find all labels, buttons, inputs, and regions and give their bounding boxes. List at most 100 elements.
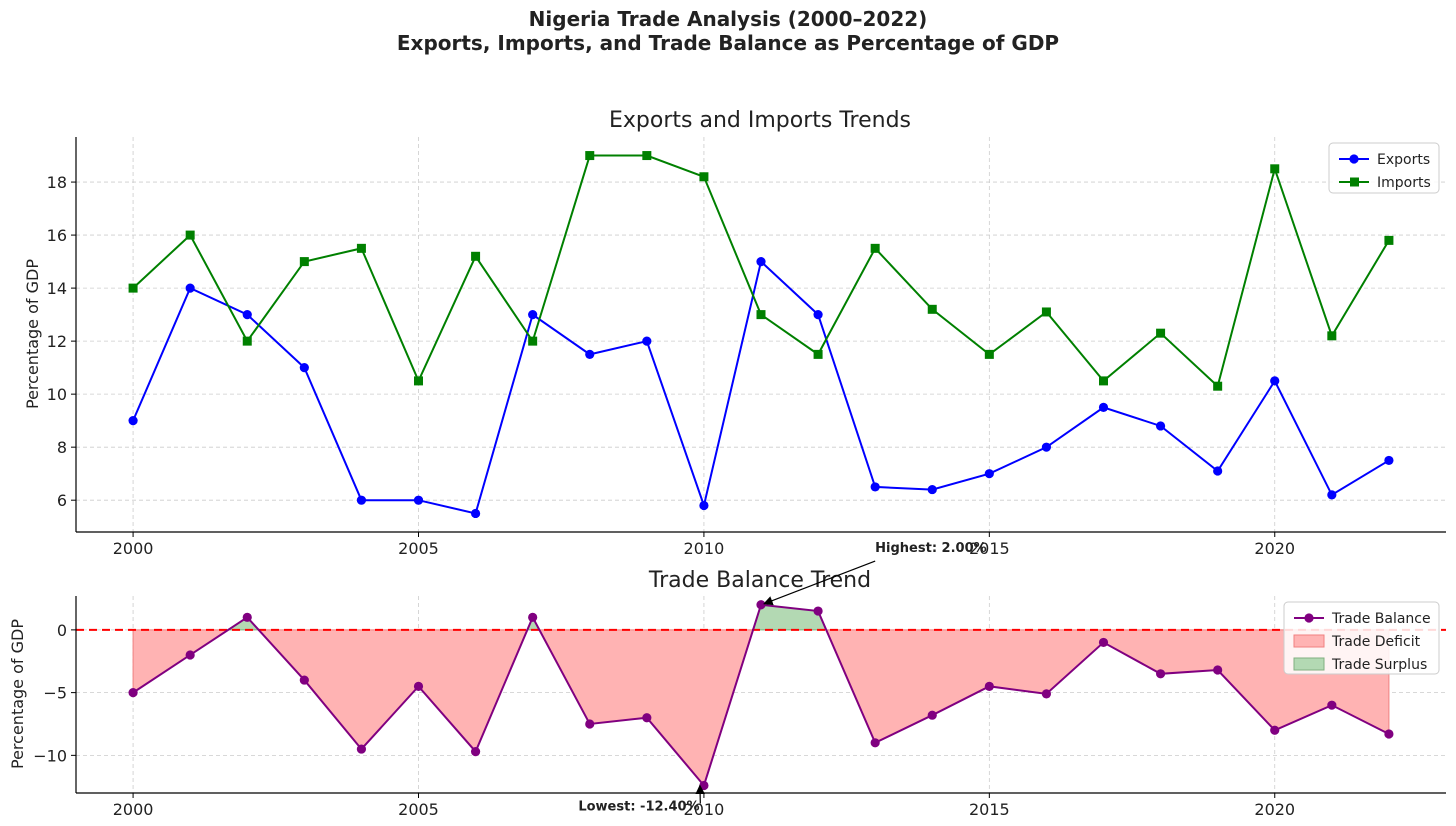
- bottom-legend-label: Trade Balance: [1331, 611, 1431, 627]
- top-legend-marker: [1349, 154, 1359, 164]
- trade-balance-point: [528, 612, 538, 622]
- bottom-x-tick-label: 2000: [113, 800, 154, 819]
- top-series-imports-point: [699, 172, 709, 182]
- trade-balance-point: [756, 600, 766, 610]
- top-series-exports-point: [927, 484, 937, 495]
- bottom-x-tick-label: 2020: [1254, 800, 1295, 819]
- top-series-imports-point: [870, 243, 880, 253]
- top-y-tick-label: 18: [47, 173, 67, 192]
- top-series-imports-point: [984, 349, 994, 359]
- bottom-legend-swatch: [1293, 657, 1325, 671]
- top-y-axis-label: Percentage of GDP: [23, 259, 42, 409]
- highest-annotation-arrow: [763, 560, 876, 606]
- top-series-imports-point: [585, 151, 595, 161]
- top-series-exports-point: [642, 336, 652, 346]
- top-series-imports-point: [1156, 328, 1166, 338]
- bottom-x-tick-label: 2015: [969, 800, 1010, 819]
- top-x-tick-label: 2010: [684, 539, 725, 558]
- top-series-exports-point: [128, 416, 138, 426]
- bottom-legend-label: Trade Surplus: [1331, 657, 1427, 673]
- top-series-exports-point: [299, 363, 309, 373]
- top-legend-label: Exports: [1377, 152, 1430, 168]
- bottom-y-tick-label: −5: [43, 684, 67, 703]
- top-x-tick-label: 2020: [1254, 539, 1295, 558]
- trade-balance-point: [413, 681, 424, 691]
- top-y-tick-label: 12: [47, 332, 67, 351]
- top-series-exports-point: [870, 482, 880, 492]
- top-chart-legend: Exports Imports: [1328, 142, 1440, 194]
- trade-balance-point: [984, 681, 994, 691]
- trade-balance-point: [128, 688, 138, 698]
- top-series-imports-point: [642, 151, 652, 161]
- trade-balance-point: [356, 744, 367, 754]
- top-series-imports-point: [1384, 235, 1394, 245]
- top-series-exports-line: [132, 259, 1390, 515]
- top-series-exports-point: [413, 495, 424, 505]
- trade-balance-point: [1041, 689, 1052, 699]
- bottom-chart-legend: Trade Balance Trade Deficit Trade Surplus: [1283, 601, 1440, 675]
- bottom-x-tick-label: 2010: [684, 800, 725, 819]
- bottom-chart-annotations: Highest: 2.00% Lowest: -12.40%: [578, 541, 986, 814]
- trade-deficit-area: [257, 629, 529, 753]
- trade-balance-point: [1270, 725, 1280, 735]
- trade-balance-point: [185, 650, 195, 660]
- top-y-tick-label: 6: [57, 491, 67, 510]
- bottom-chart-title: Trade Balance Trend: [648, 568, 871, 593]
- top-series-exports-point: [813, 310, 823, 320]
- top-series-imports-point: [1327, 331, 1337, 341]
- top-series-exports-point: [1213, 466, 1223, 476]
- top-series-imports-point: [128, 283, 138, 293]
- trade-balance-point: [470, 746, 481, 757]
- trade-balance-point: [699, 780, 709, 791]
- top-series-imports-point: [813, 349, 823, 359]
- trade-balance-point: [299, 675, 309, 685]
- top-chart-series: [128, 151, 1394, 519]
- top-series-imports-point: [1041, 307, 1051, 317]
- top-series-exports-point: [1098, 402, 1109, 413]
- top-y-tick-label: 14: [47, 279, 67, 298]
- bottom-y-tick-label: 0: [57, 621, 67, 640]
- top-series-exports-point: [756, 256, 766, 267]
- trade-balance-point: [1213, 665, 1223, 675]
- trade-balance-point: [870, 738, 880, 748]
- bottom-y-axis-label: Percentage of GDP: [8, 619, 27, 769]
- top-series-imports-point: [299, 257, 309, 267]
- top-series-imports-point: [242, 336, 252, 346]
- bottom-legend-frame: [1283, 601, 1440, 675]
- trade-balance-point: [1327, 700, 1337, 710]
- top-series-exports-point: [699, 500, 709, 511]
- top-series-imports-point: [1213, 381, 1223, 391]
- top-series-exports-point: [1384, 455, 1394, 466]
- top-y-tick-label: 16: [47, 226, 67, 245]
- trade-balance-point: [642, 713, 652, 723]
- trade-balance-point: [1384, 729, 1394, 739]
- top-series-imports-point: [1270, 164, 1280, 174]
- bottom-chart-axes: 2000 2005 2010 2015 2020 0 −5 −10: [33, 596, 1446, 819]
- top-series-exports-point: [984, 469, 994, 479]
- top-series-exports-point: [528, 310, 538, 320]
- top-series-imports-point: [756, 310, 766, 320]
- trade-balance-point: [927, 710, 937, 720]
- trade-balance-point: [242, 612, 252, 622]
- top-series-exports-point: [185, 283, 195, 293]
- top-series-exports-point: [242, 310, 252, 320]
- top-series-imports-point: [471, 251, 481, 261]
- top-series-exports-point: [356, 495, 367, 505]
- trade-deficit-area: [538, 629, 754, 787]
- trade-balance-point: [813, 606, 823, 616]
- trade-balance-point: [585, 719, 595, 729]
- highest-annotation-label: Highest: 2.00%: [875, 541, 987, 556]
- figure-title-line2: Exports, Imports, and Trade Balance as P…: [397, 31, 1059, 55]
- top-x-tick-label: 2015: [969, 539, 1010, 558]
- bottom-x-tick-label: 2005: [398, 800, 439, 819]
- trade-balance-point: [1098, 637, 1109, 648]
- trade-balance-chart: Trade Balance Trend 2000 2005 2010 2015 2020…: [8, 541, 1446, 819]
- lowest-annotation-label: Lowest: -12.40%: [578, 799, 699, 814]
- top-chart-axes: 2000 2005 2010 2015 2020 6 8 10 12 14 16 18: [47, 137, 1446, 558]
- bottom-chart-series: [128, 600, 1394, 791]
- bottom-y-tick-label: −10: [33, 746, 67, 765]
- top-x-tick-label: 2000: [113, 539, 154, 558]
- trade-balance-point: [1155, 669, 1166, 679]
